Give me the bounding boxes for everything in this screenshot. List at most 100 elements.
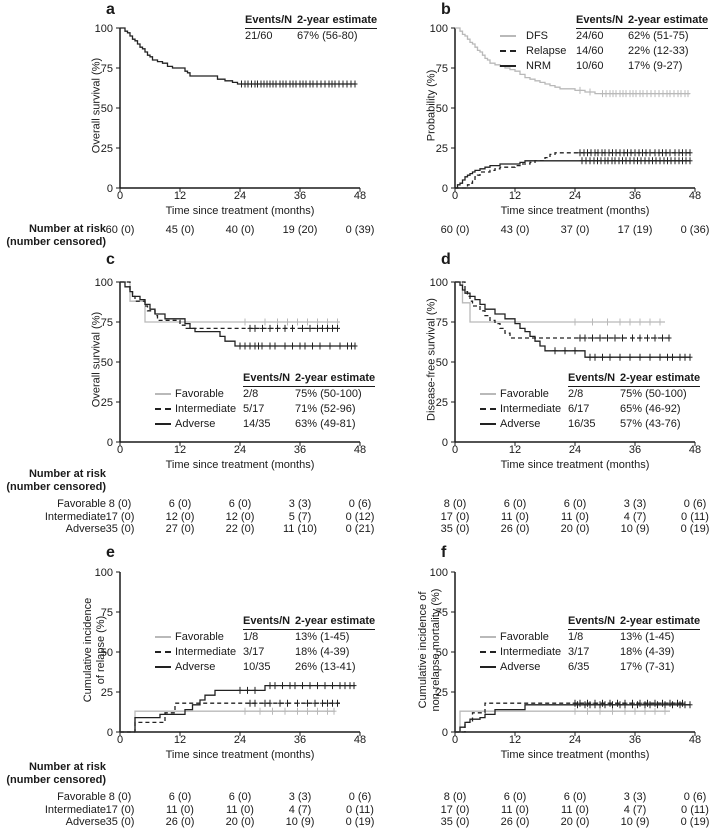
- estimate-value: 57% (43-76): [620, 418, 681, 430]
- y-tick-label: 50: [436, 357, 448, 369]
- risk-row-f-intermediate: 17 (0) 11 (0) 11 (0) 4 (7) 0 (11): [425, 804, 717, 816]
- risk-row-b: 60 (0) 43 (0) 37 (0) 17 (19) 0 (36): [425, 224, 717, 236]
- series-label: Favorable: [500, 631, 549, 643]
- estimate-header: 2-year estimate: [295, 372, 376, 384]
- x-tick-label: 0: [117, 444, 123, 456]
- estimate-value: 26% (13-41): [295, 661, 356, 673]
- y-tick-label: 50: [101, 357, 113, 369]
- events-value: 10/35: [243, 661, 271, 673]
- x-tick-label: 0: [117, 734, 123, 746]
- x-tick-label: 24: [234, 734, 246, 746]
- number-at-risk-line1: Number at risk: [28, 223, 106, 235]
- risk-value: 35 (0): [105, 816, 135, 828]
- series-label: DFS: [526, 30, 548, 42]
- legend-row-intermediate: Intermediate 5/17 71% (52-96): [155, 402, 375, 417]
- risk-value: 3 (3): [623, 791, 647, 803]
- risk-value: 11 (0): [561, 804, 589, 816]
- legend-row-favorable: Favorable 2/8 75% (50-100): [155, 387, 375, 402]
- legend-row-relapse: Relapse 14/60 22% (12-33): [500, 44, 708, 59]
- risk-value: 8 (0): [443, 498, 467, 510]
- x-tick-label: 12: [509, 190, 521, 202]
- adverse-line-sample: [480, 661, 500, 674]
- estimate-header: 2-year estimate: [620, 615, 701, 627]
- x-tick-label: 36: [294, 190, 306, 202]
- nrm-line-sample: [500, 60, 526, 73]
- risk-value: 22 (0): [225, 523, 255, 535]
- x-tick-label: 48: [689, 444, 701, 456]
- x-tick-label: 24: [569, 190, 581, 202]
- risk-row-d-intermediate: 17 (0) 11 (0) 11 (0) 4 (7) 0 (11): [425, 511, 717, 523]
- panel-c-legend: Events/N 2-year estimate Favorable 2/8 7…: [155, 372, 376, 432]
- risk-value: 35 (0): [440, 816, 470, 828]
- series-label: NRM: [526, 60, 552, 72]
- risk-value: 0 (6): [348, 498, 372, 510]
- x-tick-label: 12: [174, 444, 186, 456]
- x-tick-label: 36: [629, 444, 641, 456]
- risk-value: 0 (19): [680, 816, 710, 828]
- risk-value: 0 (36): [680, 224, 710, 236]
- x-tick-label: 12: [509, 444, 521, 456]
- number-at-risk-line2: (number censored): [6, 236, 106, 248]
- estimate-value: 62% (51-75): [628, 30, 689, 42]
- panel-f-letter: f: [441, 544, 447, 561]
- risk-value: 6 (0): [228, 791, 252, 803]
- x-tick-label: 24: [234, 190, 246, 202]
- x-tick-label: 12: [174, 734, 186, 746]
- risk-value: 0 (39): [345, 224, 375, 236]
- group-label-adverse: Adverse: [65, 523, 106, 535]
- risk-value: 17 (0): [440, 804, 470, 816]
- km-curve-favorable: [455, 281, 665, 323]
- x-tick-label: 12: [174, 190, 186, 202]
- series-label: Favorable: [175, 388, 224, 400]
- legend-row-nrm: NRM 10/60 17% (9-27): [500, 59, 708, 74]
- risk-row-d-adverse: 35 (0) 26 (0) 20 (0) 10 (9) 0 (19): [425, 523, 717, 535]
- risk-value: 0 (11): [681, 804, 709, 816]
- y-tick-label: 50: [436, 647, 448, 659]
- km-curve-favorable: [120, 710, 335, 733]
- y-tick-label: 0: [442, 437, 448, 449]
- estimate-value: 18% (4-39): [620, 646, 675, 658]
- events-value: 5/17: [243, 403, 265, 415]
- x-axis-title: Time since treatment (months): [166, 749, 315, 761]
- number-at-risk-label: Number at risk (number censored): [0, 223, 106, 249]
- number-at-risk-line1: Number at risk: [28, 468, 106, 480]
- risk-value: 11 (0): [501, 804, 529, 816]
- panel-c-letter: c: [106, 251, 115, 268]
- legend-row-intermediate: Intermediate 3/17 18% (4-39): [155, 645, 375, 660]
- x-tick-label: 48: [354, 734, 366, 746]
- risk-value: 12 (0): [225, 511, 255, 523]
- y-tick-label: 100: [95, 277, 113, 289]
- y-tick-label: 50: [436, 103, 448, 115]
- x-axis-title: Time since treatment (months): [166, 459, 315, 471]
- estimate-value: 65% (46-92): [620, 403, 681, 415]
- events-header: Events/N: [576, 14, 624, 26]
- events-value: 2/8: [568, 388, 584, 400]
- legend-row-dfs: DFS 24/60 62% (51-75): [500, 29, 708, 44]
- risk-row-a: 60 (0) 45 (0) 40 (0) 19 (20) 0 (39): [90, 224, 390, 236]
- risk-value: 10 (9): [620, 816, 650, 828]
- estimate-value: 75% (50-100): [620, 388, 687, 400]
- events-header: Events/N: [243, 372, 291, 384]
- risk-value: 8 (0): [108, 498, 132, 510]
- panel-a-legend: Events/N 2-year estimate 21/60 67% (56-8…: [245, 14, 378, 44]
- legend-header: Events/N 2-year estimate: [568, 372, 701, 387]
- series-label: Favorable: [175, 631, 224, 643]
- y-tick-label: 75: [101, 63, 113, 75]
- series-label: Adverse: [500, 661, 541, 673]
- favorable-line-sample: [155, 631, 175, 644]
- risk-value: 26 (0): [165, 816, 195, 828]
- estimate-value: 67% (56-80): [297, 30, 358, 42]
- risk-value: 37 (0): [560, 224, 590, 236]
- legend-row-intermediate: Intermediate 6/17 65% (46-92): [480, 402, 700, 417]
- x-tick-label: 36: [294, 444, 306, 456]
- risk-value: 10 (9): [620, 523, 650, 535]
- x-axis-title: Time since treatment (months): [501, 459, 650, 471]
- risk-row-c-intermediate: 17 (0) 12 (0) 12 (0) 5 (7) 0 (12): [90, 511, 390, 523]
- estimate-value: 63% (49-81): [295, 418, 356, 430]
- events-header: Events/N: [245, 14, 293, 26]
- risk-value: 4 (7): [623, 511, 647, 523]
- km-curve-overall-survival: [120, 27, 355, 85]
- risk-value: 20 (0): [560, 523, 590, 535]
- panel-b-letter: b: [441, 1, 451, 18]
